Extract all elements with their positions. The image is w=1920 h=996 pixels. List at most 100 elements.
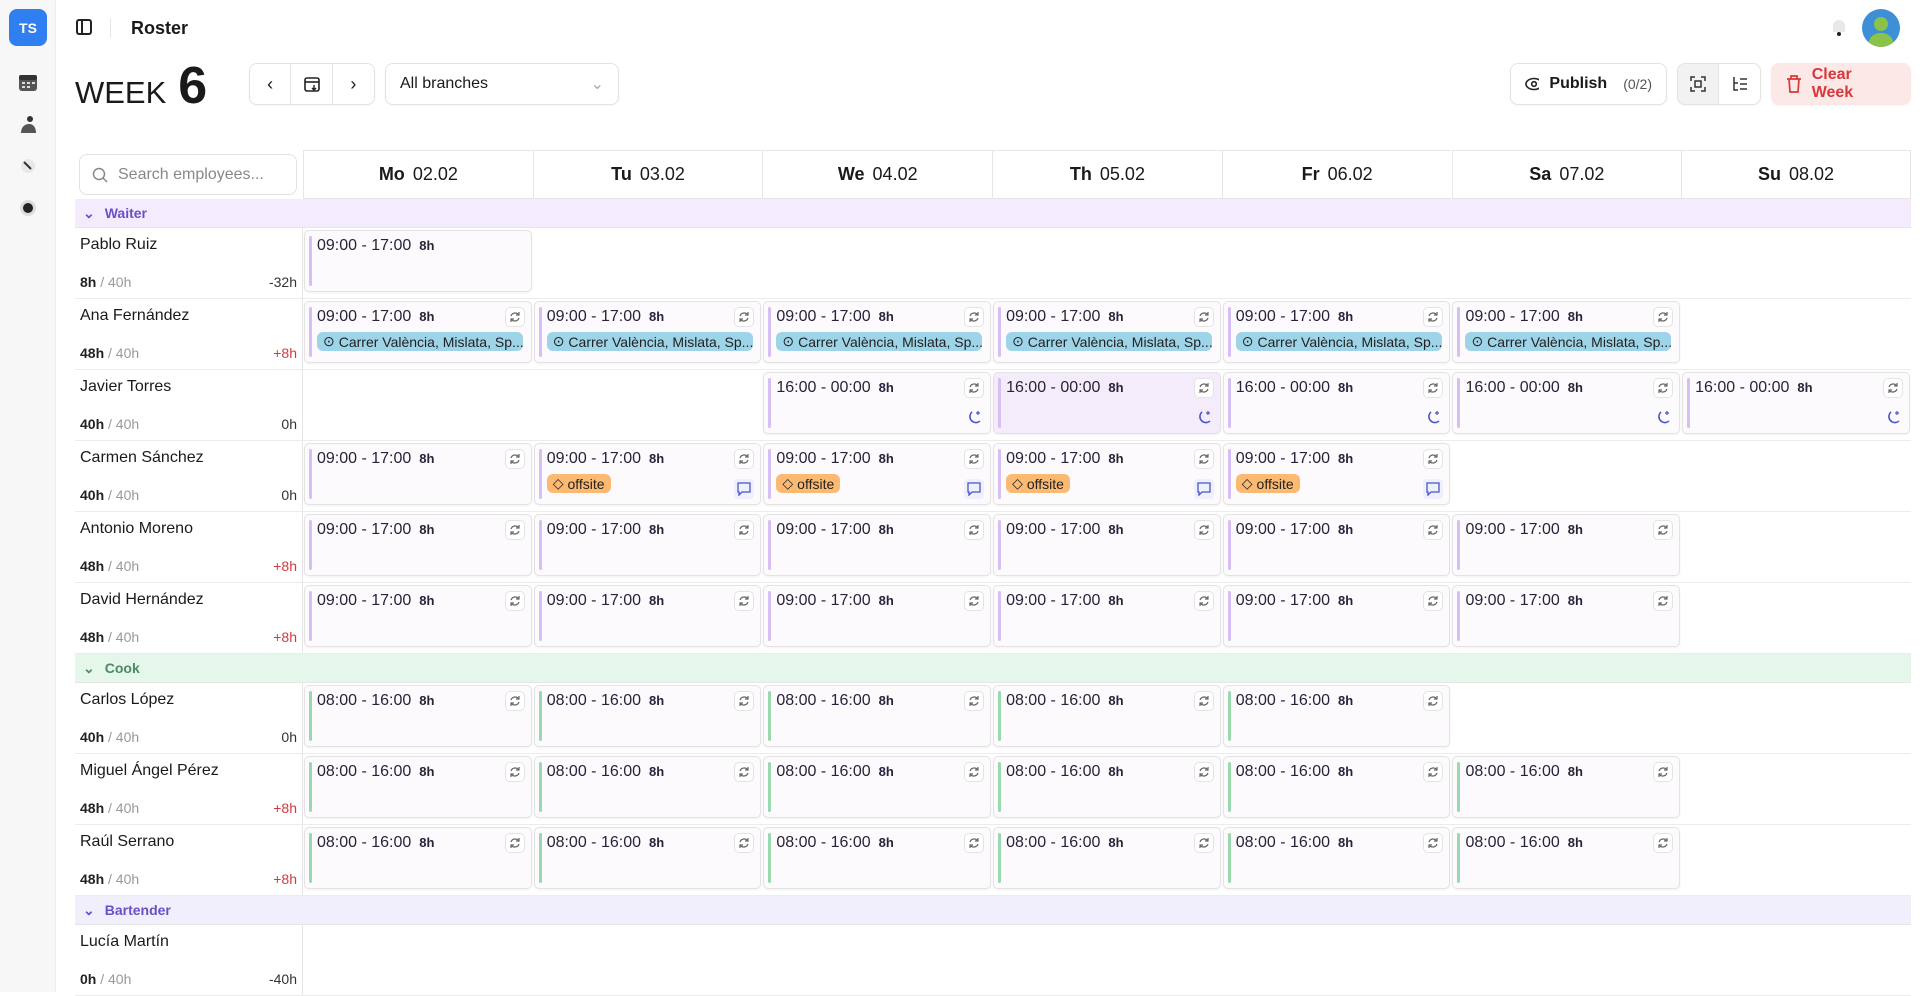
shift-card[interactable]: 09:00 - 17:00 8h ◇ offsite	[763, 443, 992, 505]
clear-week-button[interactable]: Clear Week	[1771, 63, 1911, 105]
sync-icon[interactable]	[734, 762, 755, 782]
employee-info[interactable]: Pablo Ruiz 8h / 40h -32h	[75, 228, 303, 298]
day-cell[interactable]: 09:00 - 17:00 8h ◇ offsite	[533, 441, 763, 511]
day-cell[interactable]	[533, 925, 763, 995]
sync-icon[interactable]	[504, 762, 525, 782]
shift-card[interactable]: 09:00 - 17:00 8h ⊙ Carrer València, Mislata…	[304, 301, 532, 363]
shift-card[interactable]: 08:00 - 16:00 8h	[993, 756, 1221, 818]
shift-card[interactable]: 16:00 - 00:00 8h	[763, 372, 992, 434]
day-cell[interactable]: 08:00 - 16:00 8h	[992, 825, 1222, 895]
day-cell[interactable]: 08:00 - 16:00 8h	[992, 754, 1222, 824]
sync-icon[interactable]	[504, 591, 525, 611]
sync-icon[interactable]	[964, 591, 985, 611]
tag-chip[interactable]: ◇ offsite	[776, 474, 841, 493]
sync-icon[interactable]	[1423, 449, 1444, 469]
shift-card[interactable]: 09:00 - 17:00 8h ⊙ Carrer València, Mislata…	[533, 301, 762, 363]
shift-card[interactable]: 09:00 - 17:00 8h ◇ offsite	[993, 443, 1221, 505]
sync-icon[interactable]	[504, 691, 525, 711]
shift-card[interactable]: 08:00 - 16:00 8h	[304, 827, 532, 889]
day-cell[interactable]: 08:00 - 16:00 8h	[533, 825, 763, 895]
employee-info[interactable]: Miguel Ángel Pérez 48h / 40h +8h	[75, 754, 303, 824]
shift-card[interactable]: 09:00 - 17:00 8h ⊙ Carrer València, Mislata…	[1452, 301, 1681, 363]
employee-info[interactable]: Ana Fernández 48h / 40h +8h	[75, 299, 303, 369]
day-cell[interactable]: 16:00 - 00:00 8h	[1681, 370, 1911, 440]
day-cell[interactable]: 09:00 - 17:00 8h ⊙ Carrer València, Mislata…	[533, 299, 763, 369]
sync-icon[interactable]	[964, 307, 985, 327]
day-header[interactable]: Mo 02.02	[303, 150, 533, 199]
shift-card[interactable]: 09:00 - 17:00 8h	[533, 585, 762, 647]
day-cell[interactable]: 09:00 - 17:00 8h ⊙ Carrer València, Mislata…	[303, 299, 533, 369]
shift-card[interactable]: 08:00 - 16:00 8h	[763, 756, 992, 818]
shift-card[interactable]: 09:00 - 17:00 8h	[993, 585, 1221, 647]
day-cell[interactable]: 09:00 - 17:00 8h ⊙ Carrer València, Mislata…	[1222, 299, 1452, 369]
employee-info[interactable]: Antonio Moreno 48h / 40h +8h	[75, 512, 303, 582]
day-cell[interactable]	[1451, 925, 1681, 995]
day-cell[interactable]	[1681, 925, 1911, 995]
employee-info[interactable]: David Hernández 48h / 40h +8h	[75, 583, 303, 653]
shift-card[interactable]: 08:00 - 16:00 8h	[304, 685, 532, 747]
employee-info[interactable]: Raúl Serrano 48h / 40h +8h	[75, 825, 303, 895]
day-cell[interactable]: 09:00 - 17:00 8h ⊙ Carrer València, Mislata…	[992, 299, 1222, 369]
day-cell[interactable]	[762, 925, 992, 995]
shift-card[interactable]: 08:00 - 16:00 8h	[1222, 756, 1451, 818]
day-cell[interactable]	[1681, 754, 1911, 824]
day-cell[interactable]	[1681, 299, 1911, 369]
bell-icon[interactable]	[1830, 17, 1848, 37]
settings-icon[interactable]	[16, 196, 40, 220]
day-cell[interactable]: 08:00 - 16:00 8h	[1222, 825, 1452, 895]
day-cell[interactable]: 09:00 - 17:00 8h	[533, 583, 763, 653]
day-cell[interactable]: 09:00 - 17:00 8h	[303, 441, 533, 511]
sync-icon[interactable]	[1653, 378, 1674, 398]
list-view-button[interactable]	[1719, 64, 1760, 104]
sync-icon[interactable]	[734, 449, 755, 469]
moon-icon[interactable]	[1653, 408, 1673, 428]
shift-card[interactable]: 09:00 - 17:00 8h ⊙ Carrer València, Mislata…	[763, 301, 992, 363]
shift-card[interactable]: 09:00 - 17:00 8h	[1222, 514, 1451, 576]
workspace-logo[interactable]: TS	[9, 9, 47, 46]
shift-card[interactable]: 09:00 - 17:00 8h	[304, 230, 532, 292]
day-cell[interactable]	[1451, 441, 1681, 511]
sync-icon[interactable]	[504, 833, 525, 853]
day-cell[interactable]	[1451, 683, 1681, 753]
next-week-button[interactable]: ›	[350, 73, 357, 94]
comment-icon[interactable]	[964, 479, 985, 499]
sync-icon[interactable]	[964, 449, 985, 469]
shift-card[interactable]: 09:00 - 17:00 8h	[1222, 585, 1451, 647]
publish-button[interactable]: Publish (0/2)	[1510, 63, 1667, 105]
shift-card[interactable]: 08:00 - 16:00 8h	[1452, 756, 1681, 818]
sync-icon[interactable]	[964, 833, 985, 853]
day-cell[interactable]: 09:00 - 17:00 8h ⊙ Carrer València, Mislata…	[1451, 299, 1681, 369]
sync-icon[interactable]	[1423, 591, 1444, 611]
sync-icon[interactable]	[1653, 591, 1674, 611]
employee-info[interactable]: Lucía Martín 0h / 40h -40h	[75, 925, 303, 995]
sync-icon[interactable]	[734, 307, 755, 327]
group-header-waiter[interactable]: ⌄ Waiter	[75, 199, 1911, 228]
location-chip[interactable]: ⊙ Carrer València, Mislata, Sp...	[317, 332, 523, 351]
shift-card[interactable]: 09:00 - 17:00 8h	[993, 514, 1221, 576]
sync-icon[interactable]	[1423, 833, 1444, 853]
day-cell[interactable]: 08:00 - 16:00 8h	[762, 683, 992, 753]
users-icon[interactable]	[16, 112, 40, 136]
shift-card[interactable]: 09:00 - 17:00 8h	[304, 585, 532, 647]
shift-card[interactable]: 09:00 - 17:00 8h ◇ offsite	[1222, 443, 1451, 505]
shift-card[interactable]: 16:00 - 00:00 8h	[1452, 372, 1681, 434]
day-cell[interactable]: 08:00 - 16:00 8h	[1451, 754, 1681, 824]
sync-icon[interactable]	[504, 520, 525, 540]
tag-chip[interactable]: ◇ offsite	[546, 474, 611, 493]
sync-icon[interactable]	[734, 691, 755, 711]
day-cell[interactable]: 09:00 - 17:00 8h	[303, 512, 533, 582]
tag-chip[interactable]: ◇ offsite	[1006, 474, 1070, 493]
shift-card[interactable]: 16:00 - 00:00 8h	[1222, 372, 1451, 434]
day-cell[interactable]: 08:00 - 16:00 8h	[1222, 683, 1452, 753]
moon-icon[interactable]	[964, 408, 984, 428]
day-cell[interactable]: 08:00 - 16:00 8h	[762, 754, 992, 824]
shift-card[interactable]: 08:00 - 16:00 8h	[763, 685, 992, 747]
day-cell[interactable]: 08:00 - 16:00 8h	[992, 683, 1222, 753]
calendar-icon[interactable]	[16, 70, 40, 94]
day-cell[interactable]	[992, 228, 1222, 298]
sync-icon[interactable]	[504, 449, 525, 469]
sync-icon[interactable]	[1193, 691, 1214, 711]
sync-icon[interactable]	[1193, 520, 1214, 540]
day-cell[interactable]	[1681, 825, 1911, 895]
day-cell[interactable]	[303, 925, 533, 995]
